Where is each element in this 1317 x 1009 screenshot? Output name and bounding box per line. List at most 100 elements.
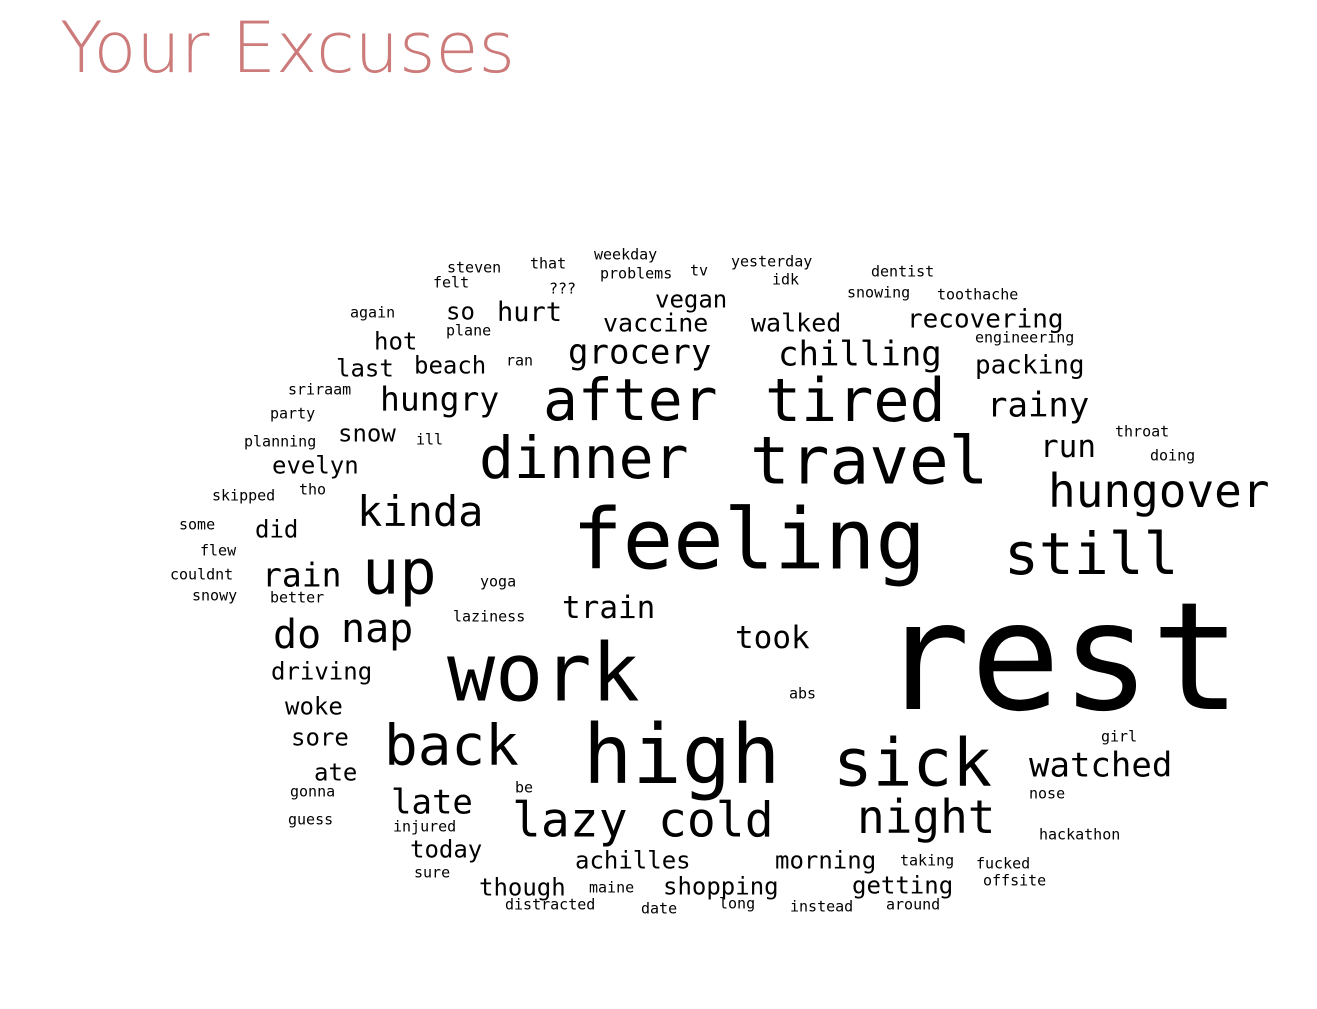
cloud-word: better — [270, 588, 325, 607]
cloud-word: date — [641, 899, 678, 918]
cloud-word: feeling — [572, 490, 927, 589]
cloud-word: be — [515, 778, 534, 797]
cloud-word: that — [530, 254, 567, 273]
cloud-word: tv — [690, 261, 709, 280]
cloud-word: snowy — [192, 586, 238, 605]
cloud-word: night — [857, 790, 996, 845]
cloud-word: rainy — [987, 385, 1090, 426]
cloud-word: though — [479, 873, 566, 902]
cloud-word: vegan — [655, 285, 728, 314]
cloud-word: rain — [262, 555, 342, 595]
cloud-word: ??? — [549, 279, 577, 298]
cloud-word: walked — [751, 308, 842, 338]
cloud-word: chilling — [778, 334, 942, 375]
cloud-word: dinner — [479, 423, 689, 492]
cloud-word: train — [562, 589, 656, 626]
cloud-word: yesterday — [731, 252, 813, 271]
cloud-word: recovering — [907, 304, 1064, 335]
cloud-word: sick — [833, 724, 992, 802]
cloud-word: getting — [852, 871, 954, 900]
cloud-word: ill — [416, 430, 444, 449]
cloud-word: some — [179, 515, 216, 534]
cloud-word: plane — [446, 321, 492, 340]
cloud-word: party — [270, 404, 316, 423]
cloud-word: idk — [772, 270, 800, 289]
cloud-word: again — [350, 303, 396, 322]
cloud-word: kinda — [357, 487, 484, 537]
cloud-word: run — [1040, 428, 1096, 465]
cloud-word: ate — [314, 758, 358, 787]
cloud-word: ran — [506, 351, 534, 370]
cloud-word: instead — [790, 897, 854, 916]
cloud-word: around — [886, 895, 941, 914]
cloud-word: skipped — [212, 486, 276, 505]
cloud-word: after — [543, 365, 718, 434]
cloud-word: driving — [271, 657, 373, 686]
cloud-word: achilles — [575, 846, 691, 875]
cloud-word: took — [735, 619, 810, 656]
cloud-word: beach — [414, 351, 487, 380]
cloud-word: last — [336, 354, 394, 383]
cloud-word: doing — [1150, 446, 1196, 465]
cloud-word: fucked — [976, 854, 1031, 873]
cloud-word: planning — [244, 432, 317, 451]
cloud-word: back — [384, 713, 519, 779]
cloud-word: laziness — [453, 607, 526, 626]
cloud-word: up — [362, 535, 437, 609]
cloud-word: morning — [775, 846, 877, 875]
cloud-word: did — [255, 515, 299, 544]
cloud-word: guess — [288, 810, 334, 829]
cloud-word: travel — [750, 422, 989, 500]
cloud-word: vaccine — [603, 308, 709, 338]
cloud-word: hungry — [380, 379, 500, 419]
cloud-word: hungover — [1048, 464, 1270, 519]
cloud-word: shopping — [663, 872, 779, 901]
cloud-word: snow — [338, 419, 396, 448]
cloud-word: hackathon — [1039, 825, 1121, 844]
cloud-word: today — [410, 835, 483, 864]
cloud-word: engineering — [975, 328, 1075, 347]
cloud-word: so — [446, 297, 475, 326]
cloud-word: throat — [1115, 422, 1170, 441]
cloud-word: late — [391, 782, 473, 823]
cloud-word: snowing — [847, 283, 911, 302]
cloud-word: offsite — [983, 871, 1047, 890]
cloud-word: steven — [447, 258, 502, 277]
cloud-word: work — [447, 626, 640, 720]
cloud-word: distracted — [505, 895, 596, 914]
cloud-word: couldnt — [170, 565, 234, 584]
cloud-word: maine — [589, 878, 635, 897]
cloud-word: do — [273, 611, 322, 658]
cloud-word: watched — [1029, 745, 1173, 786]
cloud-word: gonna — [290, 782, 336, 801]
cloud-word: dentist — [871, 262, 935, 281]
cloud-word: evelyn — [272, 451, 359, 480]
cloud-word: hurt — [497, 296, 563, 328]
cloud-word: lazy — [512, 792, 628, 849]
cloud-word: toothache — [937, 285, 1019, 304]
cloud-word: sriraam — [288, 380, 352, 399]
cloud-word: nap — [341, 605, 414, 652]
cloud-word: packing — [975, 350, 1085, 381]
cloud-word: injured — [393, 817, 457, 836]
cloud-word: rest — [880, 571, 1242, 745]
cloud-word: tired — [765, 366, 946, 437]
cloud-word: sure — [414, 863, 451, 882]
cloud-word: felt — [433, 273, 470, 292]
cloud-word: nose — [1029, 784, 1066, 803]
cloud-word: taking — [900, 851, 955, 870]
cloud-word: problems — [600, 264, 673, 283]
cloud-word: flew — [200, 541, 237, 560]
cloud-word: sore — [291, 723, 349, 752]
cloud-word: weekday — [594, 245, 658, 264]
cloud-word: grocery — [568, 332, 712, 373]
page-title: Your Excuses — [60, 7, 515, 89]
cloud-word: woke — [285, 692, 343, 721]
cloud-word: cold — [658, 792, 774, 849]
cloud-word: abs — [789, 684, 817, 703]
cloud-word: hot — [374, 327, 418, 356]
cloud-word: still — [1004, 519, 1179, 588]
cloud-word: long — [719, 894, 756, 913]
cloud-word: tho — [299, 480, 327, 499]
